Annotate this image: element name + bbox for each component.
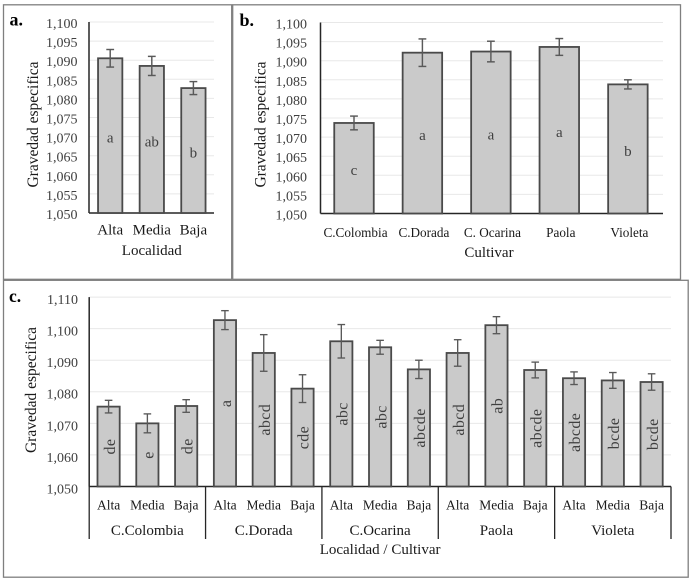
svg-text:de: de: [102, 439, 119, 455]
svg-text:Baja: Baja: [639, 497, 664, 512]
svg-text:1,085: 1,085: [46, 74, 78, 89]
svg-text:ab: ab: [145, 134, 159, 150]
svg-text:a.: a.: [10, 10, 24, 30]
svg-text:1,070: 1,070: [47, 419, 79, 434]
svg-text:1,070: 1,070: [46, 132, 78, 147]
svg-text:1,080: 1,080: [46, 93, 78, 108]
svg-text:1,090: 1,090: [276, 56, 308, 71]
svg-text:1,100: 1,100: [47, 325, 79, 340]
svg-text:1,050: 1,050: [276, 209, 308, 224]
svg-text:1,055: 1,055: [46, 189, 78, 204]
svg-text:abcde: abcde: [567, 413, 584, 452]
svg-text:e: e: [141, 451, 158, 459]
svg-text:1,070: 1,070: [276, 132, 308, 147]
svg-text:1,050: 1,050: [47, 482, 79, 497]
svg-text:1,060: 1,060: [47, 451, 79, 466]
svg-text:1,065: 1,065: [46, 151, 78, 166]
svg-text:ab: ab: [490, 398, 507, 414]
svg-text:1,065: 1,065: [276, 151, 308, 166]
svg-text:1,060: 1,060: [46, 170, 78, 185]
svg-text:Alta: Alta: [97, 497, 120, 512]
svg-text:1,090: 1,090: [46, 55, 78, 70]
svg-text:abcde: abcde: [528, 409, 545, 448]
svg-text:1,080: 1,080: [47, 388, 79, 403]
svg-text:1,100: 1,100: [46, 17, 78, 32]
svg-text:Media: Media: [479, 497, 514, 512]
svg-text:b: b: [190, 146, 198, 162]
svg-text:abc: abc: [373, 405, 390, 428]
svg-text:1,075: 1,075: [276, 113, 308, 128]
svg-text:C.Ocarina: C.Ocarina: [349, 523, 411, 539]
svg-text:Violeta: Violeta: [591, 523, 635, 539]
svg-text:1,100: 1,100: [276, 18, 308, 33]
svg-text:Gravedad especifica: Gravedad especifica: [23, 327, 40, 453]
svg-text:1,050: 1,050: [46, 208, 78, 223]
svg-text:abcde: abcde: [412, 408, 429, 447]
svg-text:1,095: 1,095: [46, 36, 78, 51]
svg-text:C.Colombia: C.Colombia: [323, 225, 387, 240]
svg-text:Violeta: Violeta: [610, 225, 648, 240]
svg-text:bcde: bcde: [645, 418, 662, 450]
svg-text:a: a: [419, 128, 426, 144]
svg-text:c.: c.: [9, 286, 21, 306]
svg-text:cde: cde: [296, 426, 313, 449]
svg-text:a: a: [556, 125, 563, 141]
svg-text:Baja: Baja: [174, 497, 199, 512]
svg-text:Alta: Alta: [446, 497, 469, 512]
svg-text:bcde: bcde: [606, 418, 623, 450]
svg-text:b.: b.: [240, 10, 255, 30]
svg-text:Media: Media: [246, 497, 281, 512]
svg-text:1,095: 1,095: [276, 37, 308, 52]
svg-text:abcd: abcd: [257, 404, 274, 436]
svg-text:abc: abc: [335, 402, 352, 425]
svg-text:abcd: abcd: [451, 404, 468, 436]
svg-text:Localidad: Localidad: [122, 243, 182, 259]
svg-text:Baja: Baja: [180, 222, 208, 238]
svg-text:Cultivar: Cultivar: [464, 245, 513, 261]
svg-text:C.Dorada: C.Dorada: [398, 225, 449, 240]
svg-text:a: a: [218, 400, 235, 408]
svg-text:1,075: 1,075: [46, 113, 78, 128]
svg-text:Alta: Alta: [562, 497, 585, 512]
svg-text:b: b: [624, 144, 632, 160]
svg-text:Gravedad especifica: Gravedad especifica: [253, 61, 270, 187]
svg-text:Alta: Alta: [213, 497, 236, 512]
svg-text:1,055: 1,055: [276, 189, 308, 204]
svg-text:a: a: [107, 131, 114, 147]
svg-text:Paola: Paola: [546, 225, 575, 240]
svg-text:Paola: Paola: [480, 523, 514, 539]
svg-text:Baja: Baja: [407, 497, 432, 512]
svg-text:1,090: 1,090: [47, 356, 79, 371]
svg-text:Alta: Alta: [97, 222, 123, 238]
svg-text:1,060: 1,060: [276, 170, 308, 185]
svg-text:1,080: 1,080: [276, 94, 308, 109]
svg-text:C.Dorada: C.Dorada: [235, 523, 293, 539]
svg-text:c: c: [351, 163, 358, 179]
svg-text:Media: Media: [596, 497, 631, 512]
svg-text:Media: Media: [363, 497, 398, 512]
svg-text:Media: Media: [130, 497, 165, 512]
svg-text:Media: Media: [133, 222, 172, 238]
svg-text:C.Colombia: C.Colombia: [111, 523, 184, 539]
svg-text:Localidad / Cultivar: Localidad / Cultivar: [320, 542, 441, 558]
svg-text:de: de: [179, 438, 196, 454]
svg-text:C. Ocarina: C. Ocarina: [464, 225, 521, 240]
svg-text:Baja: Baja: [290, 497, 315, 512]
svg-text:1,085: 1,085: [276, 75, 308, 90]
svg-text:Gravedad especifica: Gravedad especifica: [25, 61, 42, 187]
svg-text:a: a: [488, 128, 495, 144]
svg-text:Alta: Alta: [330, 497, 353, 512]
svg-text:Baja: Baja: [523, 497, 548, 512]
svg-text:1,110: 1,110: [47, 293, 78, 308]
